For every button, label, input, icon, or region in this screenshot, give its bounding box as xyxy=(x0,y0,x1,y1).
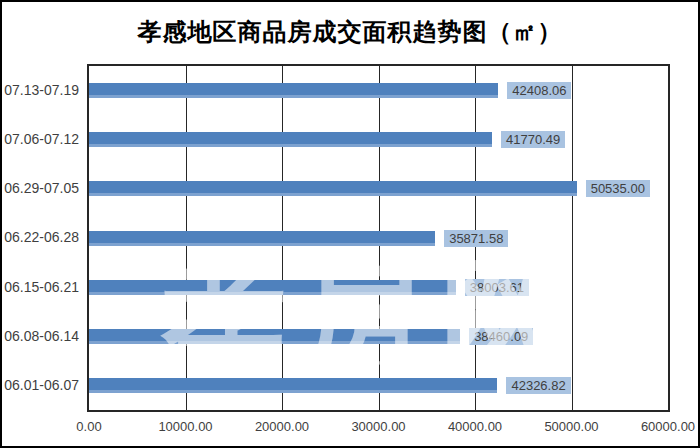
value-label: 38460.09 xyxy=(469,328,533,345)
y-axis-label: 06.15-06.21 xyxy=(2,263,85,312)
y-axis-label: 07.13-07.19 xyxy=(2,66,85,115)
bar xyxy=(89,231,435,246)
value-label: 38003.61 xyxy=(465,279,529,296)
bar xyxy=(89,378,497,393)
chart-title: 孝感地区商品房成交面积趋势图（㎡） xyxy=(2,16,698,48)
bar xyxy=(89,132,492,147)
chart-frame: 孝感地区商品房成交面积趋势图（㎡） 42408.06 41770.49 50535.… xyxy=(0,0,700,448)
value-label: 35871.58 xyxy=(444,230,508,247)
bar xyxy=(89,329,460,344)
y-axis-label: 07.06-07.12 xyxy=(2,115,85,164)
value-label: 50535.00 xyxy=(586,180,650,197)
x-axis-label: 40000.00 xyxy=(448,419,502,434)
bar xyxy=(89,280,456,295)
bar xyxy=(89,83,498,98)
y-axis-label: 06.08-06.14 xyxy=(2,312,85,361)
bar xyxy=(89,181,577,196)
y-axis: 07.13-07.1907.06-07.1206.29-07.0506.22-0… xyxy=(2,2,85,448)
gridline xyxy=(572,66,573,410)
y-axis-label: 06.01-06.07 xyxy=(2,361,85,410)
value-label: 41770.49 xyxy=(501,131,565,148)
x-axis-label: 20000.00 xyxy=(255,419,309,434)
y-axis-label: 06.29-07.05 xyxy=(2,164,85,213)
y-axis-label: 06.22-06.28 xyxy=(2,213,85,262)
x-axis-label: 60000.00 xyxy=(641,419,695,434)
value-label: 42326.82 xyxy=(506,377,570,394)
x-axis-label: 50000.00 xyxy=(544,419,598,434)
x-axis-label: 30000.00 xyxy=(351,419,405,434)
plot-area: 42408.06 41770.49 50535.00 35871.58 38003.61… xyxy=(87,64,670,412)
value-label: 42408.06 xyxy=(507,82,571,99)
x-axis-label: 10000.00 xyxy=(158,419,212,434)
